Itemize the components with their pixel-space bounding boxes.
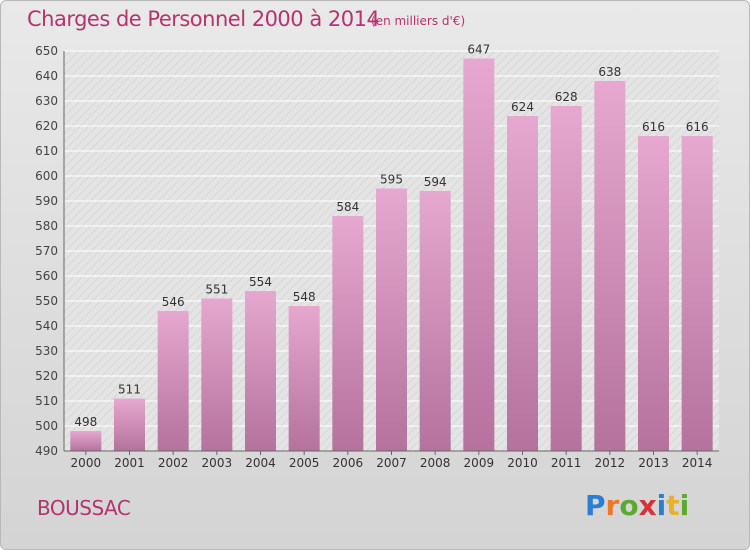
bar	[157, 311, 189, 451]
y-tick-label: 580	[35, 219, 58, 233]
bar	[681, 136, 713, 451]
bar	[419, 191, 451, 451]
bar	[201, 298, 233, 451]
x-tick-label: 2001	[114, 456, 145, 470]
y-tick-label: 560	[35, 269, 58, 283]
data-label: 594	[424, 175, 447, 189]
y-tick-label: 510	[35, 394, 58, 408]
data-label: 616	[686, 120, 709, 134]
chart-unit-note: (en milliers d'€)	[371, 14, 466, 28]
logo-letter: i	[656, 489, 667, 522]
x-tick-label: 2006	[333, 456, 364, 470]
data-label: 511	[118, 383, 141, 397]
bar	[288, 306, 320, 451]
x-tick-label: 2013	[638, 456, 669, 470]
plot-area: 490 500 510 520 530 540 550 560 570 580 590 600 610 6…	[35, 43, 719, 470]
x-tick-label: 2014	[682, 456, 713, 470]
data-label: 548	[293, 290, 316, 304]
bar	[332, 216, 364, 451]
logo-letter: o	[619, 489, 639, 522]
logo-letter: P	[585, 489, 606, 522]
y-tick-label: 570	[35, 244, 58, 258]
y-tick-label: 540	[35, 319, 58, 333]
logo-letter: i	[679, 489, 690, 522]
logo-letter: r	[605, 489, 620, 522]
x-tick-label: 2000	[71, 456, 102, 470]
bar	[550, 106, 582, 451]
data-label: 498	[74, 415, 97, 429]
data-label: 624	[511, 100, 534, 114]
data-label: 628	[555, 90, 578, 104]
logo-letter: x	[638, 489, 657, 522]
x-tick-label: 2005	[289, 456, 320, 470]
y-tick-label: 640	[35, 69, 58, 83]
bar	[638, 136, 669, 451]
x-tick-label: 2010	[507, 456, 538, 470]
data-label: 638	[598, 65, 621, 79]
chart-title: Charges de Personnel 2000 à 2014	[27, 7, 380, 31]
bar	[463, 58, 495, 451]
x-tick-label: 2011	[551, 456, 582, 470]
data-label: 546	[162, 295, 185, 309]
logo-letter: t	[666, 489, 680, 522]
bar	[70, 431, 102, 451]
y-tick-label: 620	[35, 119, 58, 133]
y-tick-label: 530	[35, 344, 58, 358]
y-tick-label: 650	[35, 44, 58, 58]
bar	[245, 291, 276, 451]
data-label: 647	[467, 43, 490, 57]
y-tick-label: 490	[35, 444, 58, 458]
bar	[594, 81, 626, 451]
data-label: 616	[642, 120, 665, 134]
x-tick-label: 2007	[376, 456, 407, 470]
x-tick-label: 2008	[420, 456, 451, 470]
data-label: 584	[336, 200, 359, 214]
data-label: 551	[205, 283, 228, 297]
data-label: 595	[380, 173, 403, 187]
y-tick-label: 600	[35, 169, 58, 183]
y-tick-label: 630	[35, 94, 58, 108]
y-tick-label: 590	[35, 194, 58, 208]
x-tick-label: 2004	[245, 456, 276, 470]
x-tick-label: 2009	[464, 456, 495, 470]
commune-name: BOUSSAC	[37, 496, 131, 520]
bar	[507, 116, 538, 451]
x-tick-label: 2002	[158, 456, 189, 470]
y-tick-label: 550	[35, 294, 58, 308]
x-tick-label: 2003	[202, 456, 233, 470]
y-tick-label: 610	[35, 144, 58, 158]
y-tick-label: 520	[35, 369, 58, 383]
bar	[376, 188, 407, 451]
data-label: 554	[249, 275, 272, 289]
bar	[114, 398, 145, 451]
x-tick-label: 2012	[595, 456, 626, 470]
proxiti-logo[interactable]: Proxiti	[585, 489, 689, 522]
y-tick-label: 500	[35, 419, 58, 433]
